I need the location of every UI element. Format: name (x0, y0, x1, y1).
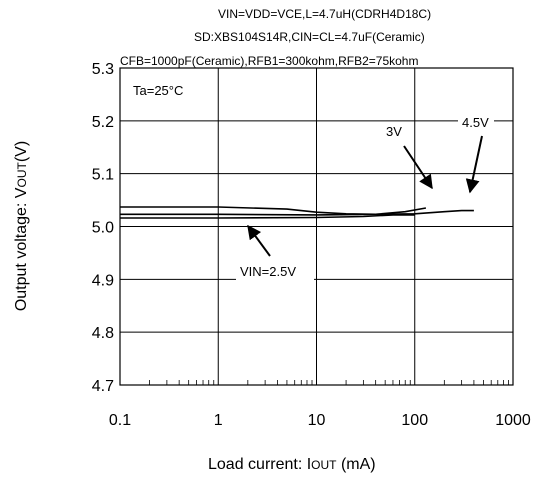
annotation-bg (458, 113, 494, 131)
series-line (120, 214, 415, 219)
x-axis-label-unit: (mA) (336, 456, 376, 473)
annotation-label: 3V (386, 124, 402, 139)
y-axis-label: Output voltage: VOUT(V) (13, 141, 31, 311)
tick-labels: 0.1 1 10 100 1000 5.3 5.2 5.1 5.0 4.9 4.8 4.7 (92, 61, 531, 429)
grid-lines (120, 68, 513, 385)
plot-frame (119, 67, 514, 386)
series-line (120, 209, 474, 216)
x-axis-label: Load current: IOUT (mA) (208, 456, 376, 474)
y-axis-label-sub: OUT (15, 162, 29, 188)
x-tick-label: 1 (214, 412, 223, 429)
series-line (120, 206, 427, 216)
annotations: Ta=25°C VIN=2.5V 3V 4.5V (127, 80, 494, 282)
x-axis-label-text: Load current: I (208, 456, 312, 473)
y-tick-label: 5.2 (92, 114, 114, 131)
condition-label: Ta=25°C (133, 83, 183, 98)
y-tick-label: 4.8 (92, 325, 114, 342)
annotation-label: 4.5V (462, 115, 489, 130)
y-tick-label: 4.9 (92, 272, 114, 289)
y-axis-label-unit: (V) (13, 140, 30, 163)
annotation-label: VIN=2.5V (240, 264, 296, 279)
annotation-arrows (247, 135, 483, 257)
annotation-arrow (247, 224, 271, 257)
x-tick-label: 100 (401, 412, 428, 429)
x-axis-label-sub: OUT (311, 458, 337, 472)
x-tick-label: 1000 (495, 412, 531, 429)
annotation-bg (382, 122, 404, 140)
x-tick-label: 0.1 (109, 412, 131, 429)
y-tick-label: 5.3 (92, 61, 114, 78)
header-line-2: SD:XBS104S14R,CIN=CL=4.7uF(Ceramic) (194, 30, 425, 44)
minor-ticks (149, 380, 509, 385)
annotation-arrow (465, 135, 483, 194)
header-line-1: VIN=VDD=VCE,L=4.7uH(CDRH4D18C) (218, 7, 432, 21)
annotation-arrow (403, 145, 433, 190)
y-tick-label: 4.7 (92, 378, 114, 395)
y-tick-label: 5.0 (92, 220, 114, 237)
header-line-3: CFB=1000pF(Ceramic),RFB1=300kohm,RFB2=75… (120, 54, 419, 68)
annotation-bg (236, 262, 314, 282)
x-tick-label: 10 (308, 412, 326, 429)
series-lines (120, 206, 474, 219)
condition-label-bg (127, 80, 191, 100)
y-axis-label-text: Output voltage: V (13, 187, 30, 312)
y-tick-label: 5.1 (92, 167, 114, 184)
